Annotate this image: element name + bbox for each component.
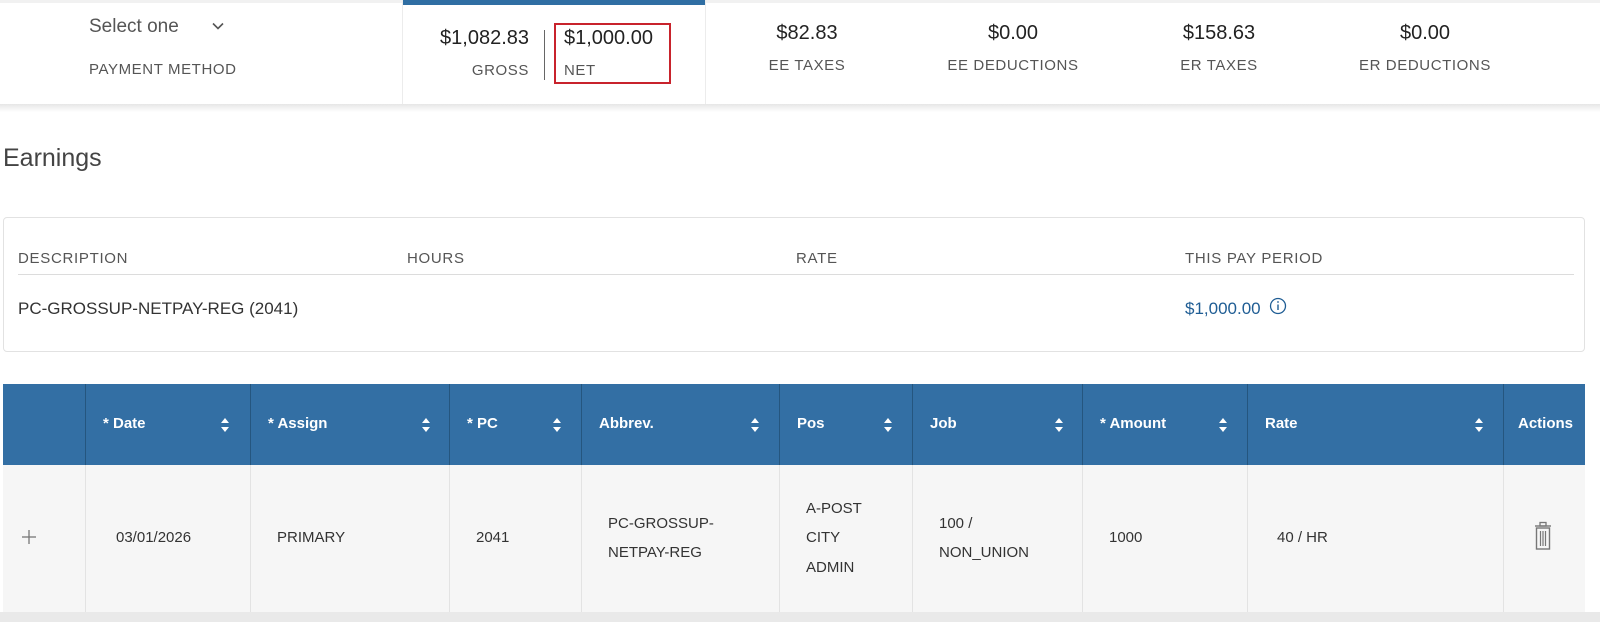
cell-pos-line2: CITY [806, 529, 841, 546]
earnings-header-rule [18, 274, 1574, 275]
payment-method-label: PAYMENT METHOD [89, 61, 237, 78]
ee-deductions-metric: $0.00 EE DEDUCTIONS [923, 22, 1103, 74]
cell-abbrev[interactable]: PC-GROSSUP- NETPAY-REG [581, 465, 779, 613]
earnings-grid: * Date * Assign * PC Abbrev. Pos Job * A… [3, 384, 1585, 613]
ee-taxes-value: $82.83 [776, 22, 838, 44]
summary-top-border [0, 0, 1600, 3]
er-taxes-value: $158.63 [1182, 22, 1256, 44]
ee-deductions-label: EE DEDUCTIONS [947, 57, 1079, 74]
grid-header-actions-label: Actions [1518, 415, 1574, 432]
cell-assign[interactable]: PRIMARY [250, 465, 449, 613]
er-deductions-label: ER DEDUCTIONS [1359, 57, 1491, 74]
er-taxes-label: ER TAXES [1180, 57, 1258, 74]
row-expand-cell [3, 465, 85, 613]
summary-shadow [0, 104, 1600, 112]
cell-date[interactable]: 03/01/2026 [85, 465, 250, 613]
chevron-down-icon[interactable] [212, 20, 224, 32]
trash-icon[interactable] [1533, 521, 1553, 551]
grid-header-pc[interactable]: * PC [449, 384, 581, 465]
cell-amount[interactable]: 1000 [1082, 465, 1247, 613]
plus-icon[interactable] [21, 529, 37, 545]
er-deductions-metric: $0.00 ER DEDUCTIONS [1335, 22, 1515, 74]
grid-header-rate-label: Rate [1265, 415, 1298, 432]
gross-label: GROSS [471, 62, 529, 79]
header-description: DESCRIPTION [18, 250, 129, 267]
cell-abbrev-line2: NETPAY-REG [608, 544, 702, 561]
cell-job[interactable]: 100 / NON_UNION [912, 465, 1082, 613]
sort-icon[interactable] [552, 416, 562, 434]
sort-icon[interactable] [750, 416, 760, 434]
header-rate: RATE [796, 250, 838, 267]
cell-pc[interactable]: 2041 [449, 465, 581, 613]
cell-pos-line1: A-POST [806, 500, 862, 517]
net-label: NET [564, 62, 596, 79]
net-value: $1,000.00 [564, 27, 653, 49]
earnings-card: DESCRIPTION HOURS RATE THIS PAY PERIOD P… [3, 217, 1585, 352]
sort-icon[interactable] [421, 416, 431, 434]
grid-header-assign[interactable]: * Assign [250, 384, 449, 465]
grid-header-amount-label: * Amount [1100, 415, 1167, 432]
grid-header-pc-label: * PC [467, 415, 498, 432]
cell-rate[interactable]: 40 / HR [1247, 465, 1503, 613]
cell-date-value: 03/01/2026 [116, 529, 192, 546]
grid-header-actions: Actions [1503, 384, 1585, 465]
grid-header-job[interactable]: Job [912, 384, 1082, 465]
header-hours: HOURS [407, 250, 465, 267]
cell-actions [1503, 465, 1585, 613]
ee-taxes-metric: $82.83 EE TAXES [717, 22, 897, 74]
info-icon[interactable] [1269, 297, 1287, 315]
cell-abbrev-line1: PC-GROSSUP- [608, 515, 714, 532]
sort-icon[interactable] [883, 416, 893, 434]
bottom-scroll-bar [0, 612, 1600, 622]
grid-header-job-label: Job [930, 415, 957, 432]
header-this-pay-period: THIS PAY PERIOD [1185, 250, 1324, 267]
active-card-accent [403, 0, 705, 5]
payment-method-value[interactable]: Select one [89, 16, 179, 37]
grid-header-date[interactable]: * Date [85, 384, 250, 465]
cell-pc-value: 2041 [476, 529, 510, 546]
ee-taxes-label: EE TAXES [768, 57, 846, 74]
gross-net-divider [544, 30, 545, 80]
er-taxes-metric: $158.63 ER TAXES [1129, 22, 1309, 74]
grid-header-pos-label: Pos [797, 415, 825, 432]
sort-icon[interactable] [1218, 416, 1228, 434]
net-highlight-box [554, 23, 671, 84]
table-row: 03/01/2026 PRIMARY 2041 PC-GROSSUP- NETP… [3, 465, 1585, 613]
cell-rate-value: 40 / HR [1277, 529, 1328, 546]
cell-job-line1: 100 / [939, 515, 973, 532]
grid-header-assign-label: * Assign [268, 415, 328, 432]
cell-job-line2: NON_UNION [939, 544, 1030, 561]
er-deductions-value: $0.00 [1399, 22, 1451, 44]
earning-this-pay-period: $1,000.00 [1185, 299, 1261, 318]
ee-deductions-value: $0.00 [987, 22, 1039, 44]
grid-header-abbrev[interactable]: Abbrev. [581, 384, 779, 465]
sort-icon[interactable] [1054, 416, 1064, 434]
cell-assign-value: PRIMARY [277, 529, 346, 546]
cell-amount-value: 1000 [1109, 529, 1143, 546]
gross-net-card[interactable]: $1,082.83 GROSS $1,000.00 NET [402, 0, 706, 104]
earning-description: PC-GROSSUP-NETPAY-REG (2041) [18, 299, 299, 318]
grid-header-row: * Date * Assign * PC Abbrev. Pos Job * A… [3, 384, 1585, 465]
sort-icon[interactable] [220, 416, 230, 434]
cell-pos-line3: ADMIN [806, 559, 855, 576]
earnings-title: Earnings [3, 144, 102, 172]
pay-summary-bar: Select one PAYMENT METHOD $1,082.83 GROS… [0, 0, 1600, 108]
gross-value: $1,082.83 [440, 27, 529, 49]
grid-header-amount[interactable]: * Amount [1082, 384, 1247, 465]
grid-header-pos[interactable]: Pos [779, 384, 912, 465]
cell-pos[interactable]: A-POST CITY ADMIN [779, 465, 912, 613]
grid-header-rate[interactable]: Rate [1247, 384, 1503, 465]
grid-header-blank [3, 384, 85, 465]
sort-icon[interactable] [1474, 416, 1484, 434]
grid-header-date-label: * Date [103, 415, 146, 432]
grid-header-abbrev-label: Abbrev. [599, 415, 654, 432]
